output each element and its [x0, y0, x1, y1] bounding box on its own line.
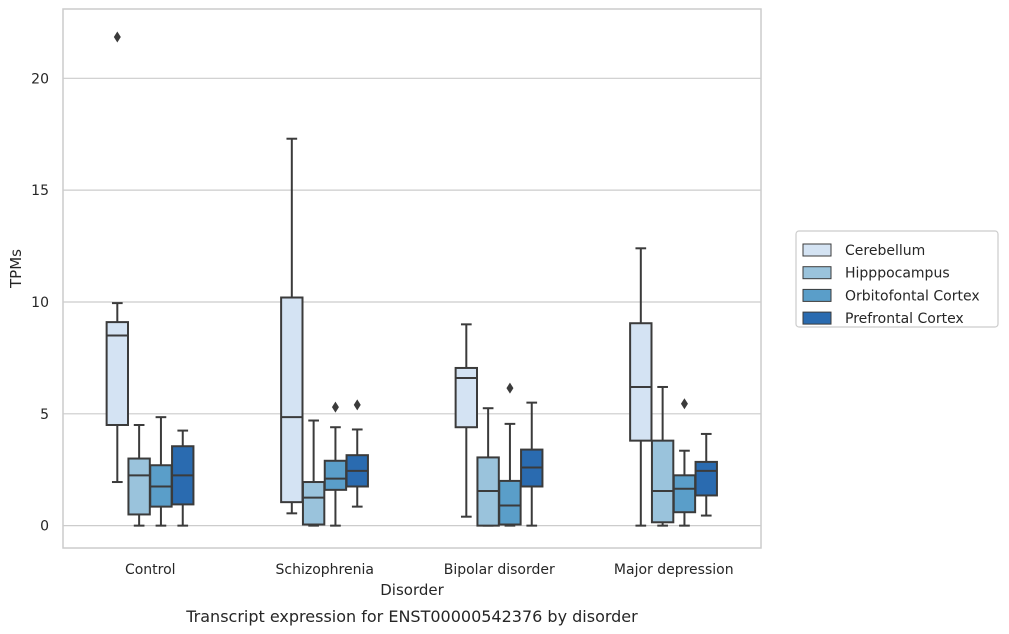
- box-body: [694, 460, 718, 497]
- legend-label: Prefrontal Cortex: [845, 311, 964, 327]
- box-body: [629, 322, 653, 442]
- x-tick-label: Bipolar disorder: [444, 562, 555, 578]
- outlier-point: [331, 401, 339, 413]
- y-tick-label: 10: [31, 295, 49, 311]
- box-0-2: [149, 416, 173, 527]
- y-tick-label: 0: [40, 519, 49, 535]
- box-1-2: [323, 401, 348, 527]
- legend-swatch: [802, 266, 832, 280]
- box-2-1: [476, 407, 500, 527]
- x-tick-label: Major depression: [614, 562, 734, 578]
- outlier-point: [113, 31, 121, 43]
- box-body: [280, 296, 304, 504]
- box-body: [650, 439, 675, 524]
- y-tick-label: 15: [31, 183, 49, 199]
- box-3-1: [650, 385, 675, 527]
- box-2-0: [454, 323, 479, 518]
- box-1-3: [345, 399, 369, 508]
- box-1-0: [280, 137, 304, 515]
- box-3-3: [694, 432, 718, 517]
- box-body: [323, 459, 348, 491]
- box-0-3: [171, 429, 195, 527]
- box-body: [454, 366, 479, 429]
- box-2-2: [498, 382, 522, 527]
- chart-caption: Transcript expression for ENST0000054237…: [185, 607, 638, 626]
- legend-swatch: [802, 243, 832, 257]
- outlier-point: [353, 399, 361, 411]
- legend-frame: [795, 230, 999, 328]
- x-axis-ticks: Control Schizophrenia Bipolar disorder Majo…: [125, 562, 734, 578]
- box-body: [301, 481, 326, 526]
- legend-label: Cerebellum: [845, 243, 925, 259]
- x-tick-label: Control: [125, 562, 176, 578]
- box-groups: [105, 31, 718, 527]
- box-3-2: [672, 398, 697, 527]
- x-axis-label: Disorder: [380, 581, 444, 599]
- y-axis-ticks: 0 5 10 15 20: [31, 71, 49, 534]
- box-body: [127, 457, 151, 516]
- box-0-1: [127, 423, 151, 527]
- box-2-3: [520, 401, 544, 527]
- y-tick-label: 5: [40, 407, 49, 423]
- legend-label: Hipppocampus: [845, 266, 950, 282]
- box-1-1: [301, 419, 326, 527]
- outlier-point: [506, 382, 514, 394]
- legend: Cerebellum Hipppocampus Orbitofontal Corte…: [795, 230, 999, 328]
- box-body: [672, 474, 697, 514]
- legend-swatch: [802, 311, 832, 325]
- plot-frame: [62, 8, 762, 549]
- outlier-point: [680, 398, 688, 410]
- box-3-0: [629, 247, 653, 527]
- legend-label: Orbitofontal Cortex: [845, 288, 980, 304]
- y-tick-label: 20: [31, 71, 49, 87]
- box-body: [498, 479, 522, 526]
- box-0-0: [105, 31, 130, 484]
- legend-swatch: [802, 288, 832, 302]
- y-axis-label: TPMs: [7, 249, 25, 289]
- box-body: [105, 321, 130, 426]
- x-tick-label: Schizophrenia: [276, 562, 374, 578]
